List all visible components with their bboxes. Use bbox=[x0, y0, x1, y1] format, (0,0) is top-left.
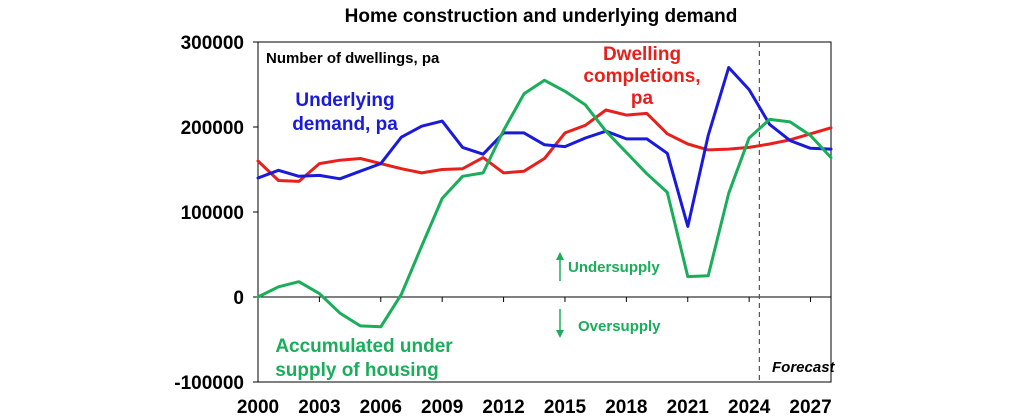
legend-accumulated-undersupply-line-1: Accumulated under bbox=[275, 336, 453, 357]
series-lines bbox=[256, 66, 833, 329]
oversupply-arrow-icon bbox=[556, 309, 564, 338]
series-dwelling-completions bbox=[256, 108, 833, 183]
series-accumulated-undersupply bbox=[256, 78, 833, 329]
legend-dwelling-completions-line-2: completions, bbox=[583, 66, 700, 87]
legend-accumulated-undersupply: Accumulated under supply of housing bbox=[275, 336, 453, 381]
undersupply-label: Undersupply bbox=[568, 259, 660, 276]
legend-underlying-demand-line-1: Underlying bbox=[295, 90, 394, 111]
x-tick-label: 2009 bbox=[421, 397, 463, 418]
x-axis: 2000 2003 2006 2009 2012 2015 2018 2021 2024 2027 bbox=[237, 297, 832, 418]
y-tick-label: 300000 bbox=[181, 33, 244, 54]
legend-dwelling-completions-line-1: Dwelling bbox=[603, 44, 681, 65]
y-tick-label: 200000 bbox=[181, 118, 244, 139]
oversupply-label: Oversupply bbox=[578, 318, 661, 335]
legend-underlying-demand-line-2: demand, pa bbox=[292, 114, 398, 135]
x-tick-label: 2000 bbox=[237, 397, 279, 418]
x-tick-label: 2021 bbox=[667, 397, 710, 418]
chart-title: Home construction and underlying demand bbox=[345, 6, 738, 27]
forecast-label: Forecast bbox=[772, 359, 836, 376]
y-tick-label: -100000 bbox=[174, 373, 244, 394]
x-tick-label: 2015 bbox=[544, 397, 587, 418]
legend-dwelling-completions: Dwelling completions, pa bbox=[583, 44, 700, 109]
x-tick-label: 2027 bbox=[789, 397, 831, 418]
legend-accumulated-undersupply-line-2: supply of housing bbox=[275, 360, 439, 381]
y-axis: 300000 200000 100000 0 -100000 bbox=[174, 33, 258, 394]
legend-dwelling-completions-line-3: pa bbox=[631, 88, 654, 109]
y-tick-label: 100000 bbox=[181, 203, 244, 224]
x-tick-label: 2018 bbox=[605, 397, 647, 418]
x-tick-label: 2003 bbox=[298, 397, 340, 418]
undersupply-arrow-icon bbox=[556, 252, 564, 281]
y-axis-label: Number of dwellings, pa bbox=[266, 50, 440, 67]
series-underlying-demand bbox=[256, 66, 833, 228]
x-tick-label: 2012 bbox=[482, 397, 524, 418]
x-tick-label: 2006 bbox=[360, 397, 402, 418]
y-tick-label: 0 bbox=[233, 288, 244, 309]
x-tick-label: 2024 bbox=[728, 397, 771, 418]
legend-underlying-demand: Underlying demand, pa bbox=[292, 90, 398, 135]
